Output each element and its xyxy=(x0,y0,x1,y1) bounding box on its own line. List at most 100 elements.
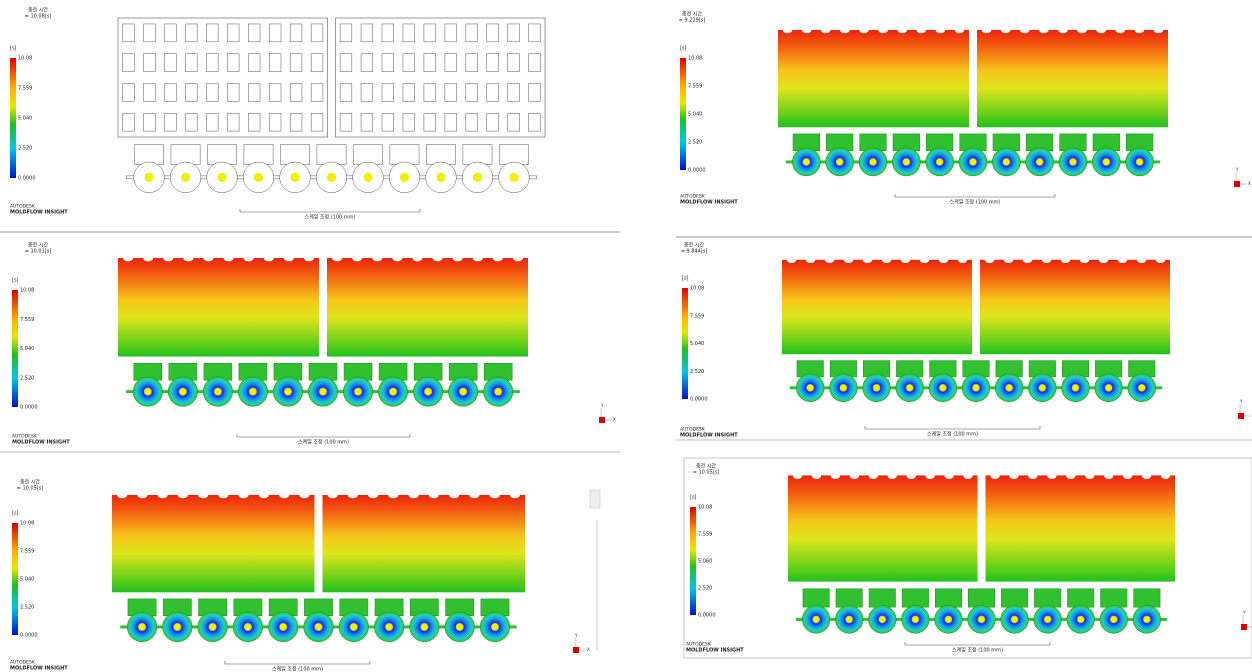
cavity-window xyxy=(381,83,394,102)
plot-title: 충전 시간 xyxy=(28,242,48,249)
cavity-window xyxy=(227,83,240,102)
cavity-window xyxy=(360,53,374,72)
unfilled-front xyxy=(878,26,888,34)
plot-title: 충전 시간 xyxy=(684,242,704,249)
unfilled-front xyxy=(944,471,954,479)
unfilled-front xyxy=(163,254,174,262)
gate-cell xyxy=(308,376,338,407)
unfilled-front xyxy=(322,490,525,495)
legend-tick: 10.08 xyxy=(20,288,34,294)
triad-origin xyxy=(599,417,605,423)
brand: AUTODESK xyxy=(680,427,706,433)
unfilled-front xyxy=(849,471,860,479)
unfilled-front xyxy=(906,471,916,479)
runner-post xyxy=(426,144,456,165)
result-panel: 충전 시간= 10.08[s] [s]10.08 7.559 5.040 2.520 0.… xyxy=(10,7,546,221)
part-cavity xyxy=(980,255,1170,355)
cavity-window xyxy=(289,112,303,132)
gate-cell xyxy=(892,147,921,177)
legend-tick: 7.559 xyxy=(20,549,34,555)
gate-cell xyxy=(835,605,864,634)
gate-cell xyxy=(1099,605,1128,634)
gate-cell xyxy=(1092,147,1121,177)
gate-cell xyxy=(1028,373,1057,402)
gate-cell xyxy=(1000,605,1029,634)
gate-cell xyxy=(895,373,924,402)
cavity-window xyxy=(507,23,520,43)
color-legend xyxy=(12,523,18,635)
unfilled-front xyxy=(1047,471,1057,479)
cavity-window xyxy=(402,112,415,132)
cavity-window xyxy=(402,83,415,102)
cavity-window xyxy=(122,53,135,72)
gate-cell xyxy=(378,376,409,407)
plot-title: 충전 시간 xyxy=(20,479,40,486)
product: MOLDFLOW INSIGHT xyxy=(686,648,744,654)
cavity-window xyxy=(381,53,394,72)
cavity-window xyxy=(122,83,135,102)
unfilled-front xyxy=(299,491,310,499)
color-legend xyxy=(690,507,696,615)
part-cavity xyxy=(782,255,972,355)
unfilled-front xyxy=(218,491,229,499)
unfilled-front xyxy=(283,254,294,262)
runner-post xyxy=(134,144,164,165)
gate-cell xyxy=(132,376,163,407)
unfilled-front xyxy=(263,254,274,262)
unfilled-front xyxy=(472,254,483,262)
legend-tick: 0.0000 xyxy=(698,613,716,619)
unfilled-front xyxy=(368,491,379,499)
unfilled-front xyxy=(388,491,399,499)
unfilled-front xyxy=(412,254,423,262)
gate-cell xyxy=(202,376,233,407)
unfilled-front xyxy=(1084,471,1095,479)
unfilled-front xyxy=(801,26,812,34)
part-cavity xyxy=(778,25,969,128)
cavity-window xyxy=(423,53,436,72)
gate-cell xyxy=(448,376,479,407)
legend-unit: [s] xyxy=(690,495,697,501)
result-panel: 충전 시간= 10.05[s] [s]10.08 7.559 5.060 2.520 0.… xyxy=(686,463,1252,654)
unfilled-front xyxy=(811,471,822,479)
cavity-window xyxy=(444,23,457,43)
unfilled-front xyxy=(1098,256,1109,263)
brand: AUTODESK xyxy=(10,660,36,666)
legend-tick: 2.520 xyxy=(20,375,34,381)
cavity-window xyxy=(143,83,156,102)
gate-cell xyxy=(483,376,514,407)
gate-cell xyxy=(1058,147,1088,177)
cavity-window xyxy=(402,23,415,43)
unfilled-front xyxy=(1122,471,1133,479)
scroll-button[interactable] xyxy=(589,489,601,509)
legend-tick: 5.040 xyxy=(20,577,34,583)
unfilled-front xyxy=(881,256,892,263)
unfilled-front xyxy=(1009,471,1019,479)
plot-title: 충전 시간 xyxy=(28,7,48,14)
cavity-window xyxy=(423,23,436,43)
legend-tick: 0.0000 xyxy=(18,176,36,182)
cavity-window xyxy=(465,23,478,43)
cavity-window xyxy=(528,83,541,102)
legend-tick: 7.559 xyxy=(20,317,34,323)
part-cavity xyxy=(985,470,1175,582)
legend-tick: 5.060 xyxy=(698,559,712,565)
unfilled-front xyxy=(352,254,363,262)
gate-cell xyxy=(167,376,198,407)
gate-dot xyxy=(144,172,154,182)
cavity-window xyxy=(164,53,177,72)
unfilled-front xyxy=(1058,26,1068,34)
unfilled-front xyxy=(820,26,831,34)
unfilled-front xyxy=(1022,256,1033,263)
unfilled-front xyxy=(1000,26,1011,34)
unfilled-front xyxy=(1028,471,1038,479)
unfilled-front xyxy=(1141,471,1152,479)
unfilled-front xyxy=(432,254,443,262)
gate-cell xyxy=(1127,373,1156,402)
gate-cell xyxy=(1132,605,1161,634)
cavity-window xyxy=(486,23,499,43)
runner-post xyxy=(353,144,383,165)
cavity-window xyxy=(122,23,135,43)
unfilled-front xyxy=(1134,26,1145,34)
color-legend xyxy=(10,58,16,178)
gate-cell xyxy=(303,611,334,643)
